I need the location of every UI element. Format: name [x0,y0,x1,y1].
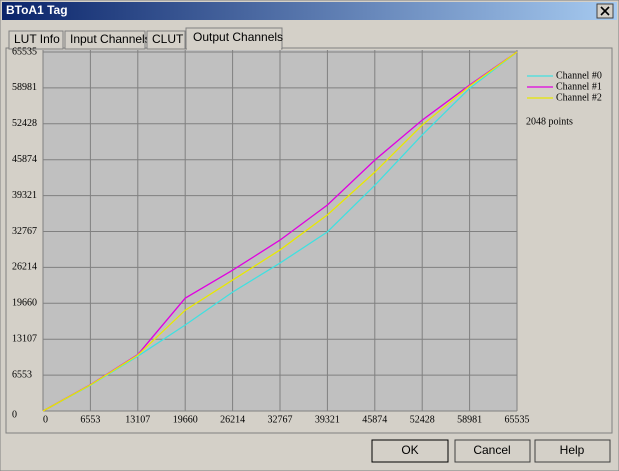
x-tick-label: 0 [43,414,48,425]
tab-label[interactable]: CLUT [152,32,184,46]
tab[interactable]: CLUT [146,30,186,50]
x-tick-label: 45874 [362,414,387,425]
x-tick-label: 65535 [505,414,530,425]
y-tick-label: 52428 [12,118,37,129]
button[interactable]: Help [534,439,611,463]
legend-label: Channel #0 [556,70,602,81]
x-tick-label: 58981 [457,414,482,425]
y-tick-label: 65535 [12,46,37,57]
button-label[interactable]: Cancel [473,443,510,457]
button-label[interactable]: OK [401,443,418,457]
annotation: 2048 points [526,116,573,127]
tab-label[interactable]: LUT Info [14,32,60,46]
y-tick-label: 13107 [12,333,37,344]
button[interactable]: Cancel [454,439,531,463]
series-line [42,51,518,412]
y-tick-label: 26214 [12,262,37,273]
y-tick-label: 32767 [12,226,37,237]
x-tick-label: 19660 [173,414,198,425]
close-button[interactable] [596,3,614,19]
y-tick-label: 19660 [12,298,37,309]
x-tick-label: 13107 [125,414,150,425]
series-line [42,51,518,412]
title-bar [2,2,617,20]
chart: 0 6553 13107 19660 26214 32767 39321 45874 52428… [12,46,602,425]
button[interactable]: OK [371,439,449,463]
tab[interactable]: Input Channels [64,30,151,50]
y-tick-label: 45874 [12,154,37,165]
tab-label[interactable]: Input Channels [70,32,151,46]
y-tick-label: 39321 [12,190,37,201]
x-tick-label: 32767 [267,414,292,425]
tab[interactable]: LUT Info [8,30,64,50]
button-label[interactable]: Help [560,443,585,457]
y-tick-label: 58981 [12,82,37,93]
window-title: BToA1 Tag [6,3,68,17]
tab-label[interactable]: Output Channels [193,30,283,44]
x-tick-label: 39321 [315,414,340,425]
x-tick-label: 26214 [220,414,245,425]
tab-selected[interactable]: Output Channels [185,27,283,50]
legend-label: Channel #1 [556,81,602,92]
legend-label: Channel #2 [556,92,602,103]
x-tick-label: 52428 [410,414,435,425]
y-tick-label: 6553 [12,369,32,380]
y-tick-label: 0 [12,409,17,420]
x-tick-label: 6553 [80,414,100,425]
